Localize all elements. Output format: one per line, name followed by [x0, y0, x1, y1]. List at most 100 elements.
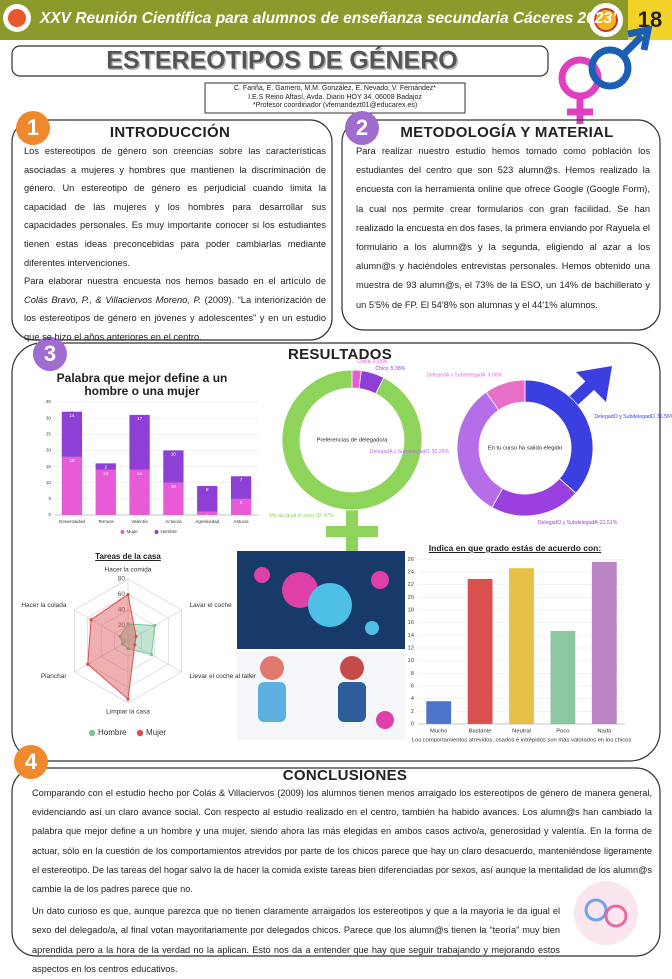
slice-value: 21.51% — [600, 520, 618, 526]
data-label: 1 — [206, 513, 209, 518]
slice-name: DelegadA y SubdelegadO — [370, 449, 430, 455]
bar-segment — [197, 485, 218, 512]
data-label: 18 — [69, 458, 75, 463]
bar-segment — [163, 450, 184, 483]
legend-label: Hombre — [161, 529, 178, 534]
intro-box — [11, 119, 333, 341]
y-tick-label: 22 — [408, 582, 414, 588]
radar-point — [126, 697, 130, 701]
radar-point — [126, 647, 130, 651]
y-tick-label: 0 — [411, 722, 414, 728]
intro-text: Los estereotipos de género son creencias… — [24, 142, 326, 347]
x-tick-label: Neutral — [512, 729, 531, 735]
y-tick-label: 10 — [408, 658, 414, 664]
main-title: ESTEREOTIPOS DE GÉNERO — [106, 46, 457, 75]
section-title: CONCLUSIONES — [282, 767, 408, 784]
y-tick-label: 30 — [46, 415, 52, 420]
male-symbol — [588, 46, 632, 90]
data-label: 5 — [240, 500, 243, 505]
legend-label: Mujer — [146, 728, 166, 737]
paragraph: Para elaborar nuestra encuesta nos hemos… — [24, 272, 326, 346]
section-number: 2 — [356, 115, 368, 140]
bar-segment — [230, 476, 252, 499]
y-tick-label: 10 — [46, 480, 52, 485]
illustration-icon — [376, 711, 394, 729]
illustration-figure — [260, 656, 284, 680]
section-title: METODOLOGÍA Y MATERIAL — [400, 124, 614, 141]
radar-point — [86, 662, 90, 666]
data-label: 7 — [240, 477, 243, 482]
radar-point — [153, 623, 157, 628]
section-title: RESULTADOS — [287, 346, 393, 363]
bar — [509, 568, 534, 724]
slice-label: DelegadA y SubdelegadO 32.26% — [370, 449, 450, 455]
x-axis-label: Los comportamientos atrevidos, osados e … — [412, 738, 632, 744]
axis-label: Lavar el coche — [189, 602, 232, 609]
y-tick-label: 12 — [408, 646, 414, 652]
bar-segment — [163, 482, 184, 515]
section-number: 1 — [27, 115, 39, 140]
radial-tick-label: 20 — [118, 622, 126, 629]
conclusions-box — [11, 767, 661, 957]
axis-label: Llevar el coche al taller — [189, 673, 256, 680]
slice-value: 92.47% — [316, 513, 334, 519]
header-bar — [0, 0, 672, 40]
slice-value: 9.68% — [488, 373, 503, 379]
authors-box — [204, 82, 466, 114]
bar — [426, 701, 452, 724]
conclusions-text: Comparando con el estudio hecho por Colá… — [32, 784, 652, 979]
data-label: 8 — [206, 487, 209, 492]
illustration-icon — [371, 571, 389, 589]
male-arrow — [620, 33, 645, 58]
data-label: 2 — [104, 465, 107, 470]
y-tick-label: 14 — [408, 633, 415, 639]
logo-right-sun — [594, 8, 618, 32]
slice-value: 36.56% — [657, 414, 672, 420]
bar — [550, 630, 576, 724]
x-tick-label: Nada — [597, 729, 612, 735]
section-badge — [345, 111, 379, 145]
y-tick-label: 35 — [46, 399, 52, 404]
donut-slice — [281, 369, 423, 511]
section-badge — [16, 111, 50, 145]
radial-tick-label: 80 — [118, 576, 126, 583]
male-symbol — [584, 898, 608, 922]
author-line: I.E.S Reino Aftasí, Avda. Diario HOY 34.… — [248, 93, 422, 101]
x-tick-label: Activo/a — [165, 519, 182, 524]
male-arrow-head — [576, 366, 612, 402]
radar-point — [89, 618, 93, 622]
axis-label: Limpiar la casa — [106, 709, 150, 716]
radar-point — [121, 642, 125, 646]
slice-name: Chico — [375, 367, 388, 373]
radial-tick-label: 40 — [118, 607, 126, 614]
radar-point — [126, 592, 130, 597]
legend-swatch — [154, 530, 159, 534]
female-symbol — [604, 904, 628, 928]
section-title: INTRODUCCIÓN — [109, 124, 231, 141]
radial-tick-label: 60 — [118, 591, 126, 598]
y-tick-label: 2 — [411, 709, 414, 715]
donut-slice — [491, 477, 577, 517]
radar-point — [149, 652, 154, 657]
title-box — [11, 45, 549, 77]
bar-segment — [61, 456, 83, 515]
illustration-figure — [340, 656, 364, 680]
y-tick-label: 5 — [48, 496, 51, 501]
bar-segment — [61, 411, 83, 457]
slice-name: DelegadA y SubdelegadA — [426, 373, 486, 379]
methodology-box — [341, 119, 661, 331]
section-number: 3 — [44, 341, 56, 366]
female-cross — [326, 526, 378, 537]
x-tick-label: Astucia — [234, 519, 250, 524]
data-label: 10 — [171, 452, 177, 457]
paragraph: Los estereotipos de género son creencias… — [24, 146, 326, 268]
slice-label: DelegadA y SubdelegadA 9.68% — [426, 373, 502, 379]
bar — [467, 578, 493, 724]
paragraph: Un dato curioso es que, aunque parezca q… — [32, 906, 560, 974]
center-label: Preferencias de delegado/a — [317, 438, 389, 444]
x-tick-label: Ternura — [98, 519, 114, 524]
slice-name: Chica — [357, 360, 370, 366]
slice-name: DelegadO y SubdelegadA — [538, 520, 599, 526]
x-tick-label: Agresividad — [195, 519, 219, 524]
